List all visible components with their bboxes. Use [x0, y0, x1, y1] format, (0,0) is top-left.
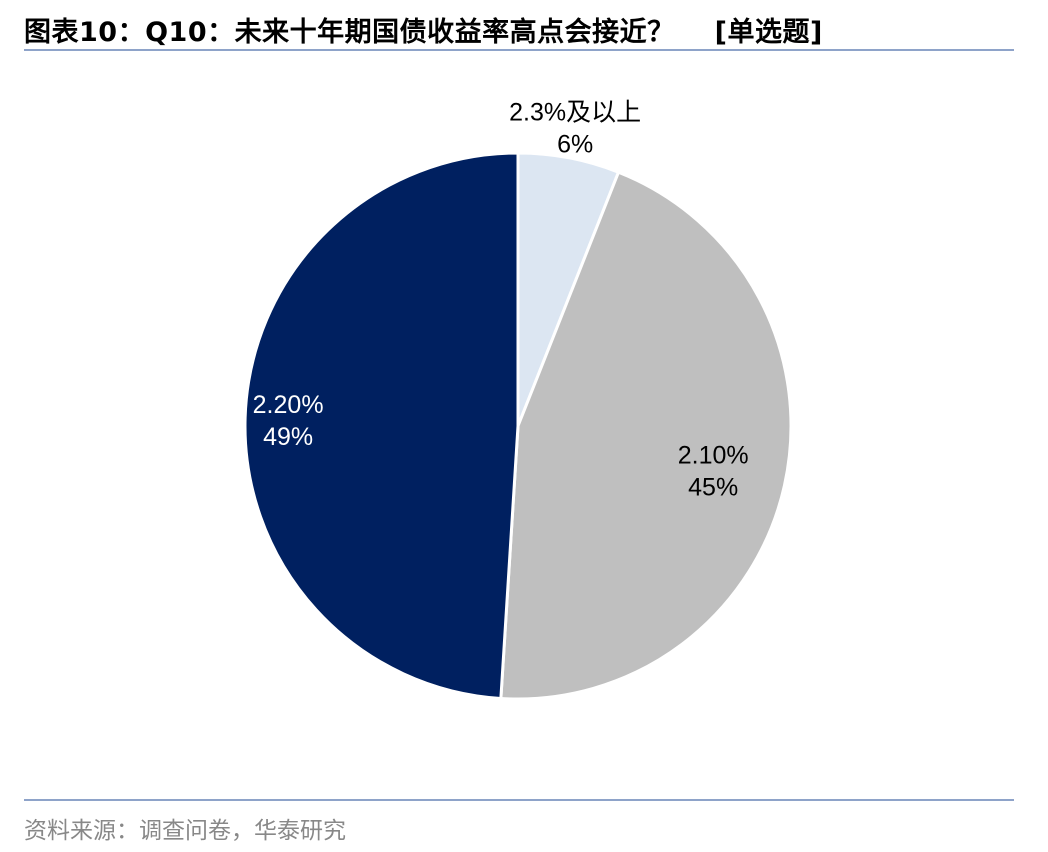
title-divider	[24, 49, 1014, 51]
figure-number: 图表10：	[24, 17, 146, 48]
slice-percent-label: 6%	[557, 130, 593, 158]
pie-slices	[243, 151, 793, 701]
slice-category-label: 2.3%及以上	[509, 98, 641, 126]
slice-percent-label: 45%	[688, 474, 738, 502]
source-note: 资料来源：调查问卷，华泰研究	[24, 818, 346, 844]
slice-percent-label: 49%	[263, 423, 313, 451]
pie-labels: 2.3%及以上 6% 2.10% 45% 2.20% 49%	[253, 98, 749, 501]
pie-slice	[499, 170, 793, 701]
slice-category-label: 2.10%	[678, 442, 749, 470]
figure-title: 图表10：Q10：未来十年期国债收益率高点会接近？ [单选题]	[24, 10, 823, 49]
pie-slice	[243, 151, 520, 701]
footer-divider	[24, 799, 1014, 801]
question-type-tag: [单选题]	[714, 17, 823, 48]
slice-category-label: 2.20%	[253, 391, 324, 419]
figure-question: Q10：未来十年期国债收益率高点会接近？	[145, 17, 675, 48]
